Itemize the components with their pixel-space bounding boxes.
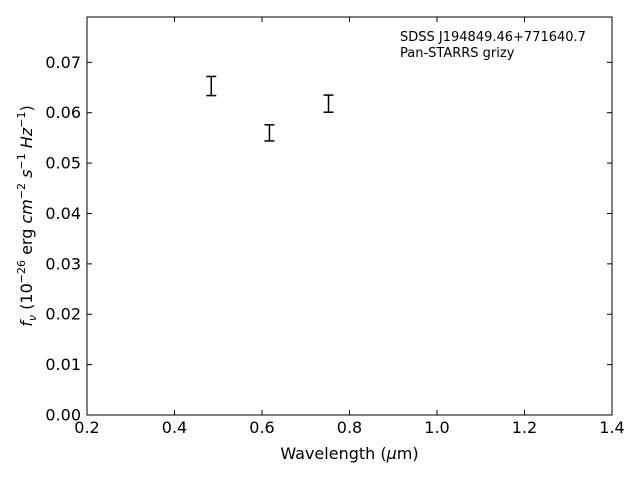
error-bar (264, 124, 275, 142)
y-tick-label: 0.07 (45, 53, 81, 72)
x-tick-label: 0.6 (249, 418, 274, 437)
x-tick-label: 0.8 (337, 418, 362, 437)
x-tick-label: 0.2 (74, 418, 99, 437)
y-axis-ticks: 0.00 0.01 0.02 0.03 0.04 0.05 0.06 0.07 (45, 53, 612, 425)
y-tick-label: 0.04 (45, 204, 81, 223)
x-tick-label: 0.4 (162, 418, 187, 437)
x-tick-label: 1.4 (599, 418, 624, 437)
x-axis-ticks: 0.2 0.4 0.6 0.8 1.0 1.2 1.4 (74, 17, 625, 437)
y-tick-label: 0.02 (45, 305, 81, 324)
x-axis-label: Wavelength (μm) (280, 444, 418, 463)
x-tick-label: 1.2 (512, 418, 537, 437)
error-bar (323, 94, 334, 113)
y-tick-label: 0.01 (45, 355, 81, 374)
annotation-object-name: SDSS J194849.46+771640.7 (400, 30, 586, 45)
x-tick-label: 1.0 (424, 418, 449, 437)
annotation-survey: Pan-STARRS grizy (400, 46, 515, 61)
error-bar (206, 75, 217, 97)
data-points (206, 75, 334, 142)
y-tick-label: 0.00 (45, 406, 81, 425)
plot-frame (86, 16, 613, 416)
y-tick-label: 0.05 (45, 154, 81, 173)
y-tick-label: 0.03 (45, 254, 81, 273)
y-axis-label: fν (10−26 erg cm−2 s−1 Hz−1) (15, 105, 39, 326)
y-tick-label: 0.06 (45, 103, 81, 122)
